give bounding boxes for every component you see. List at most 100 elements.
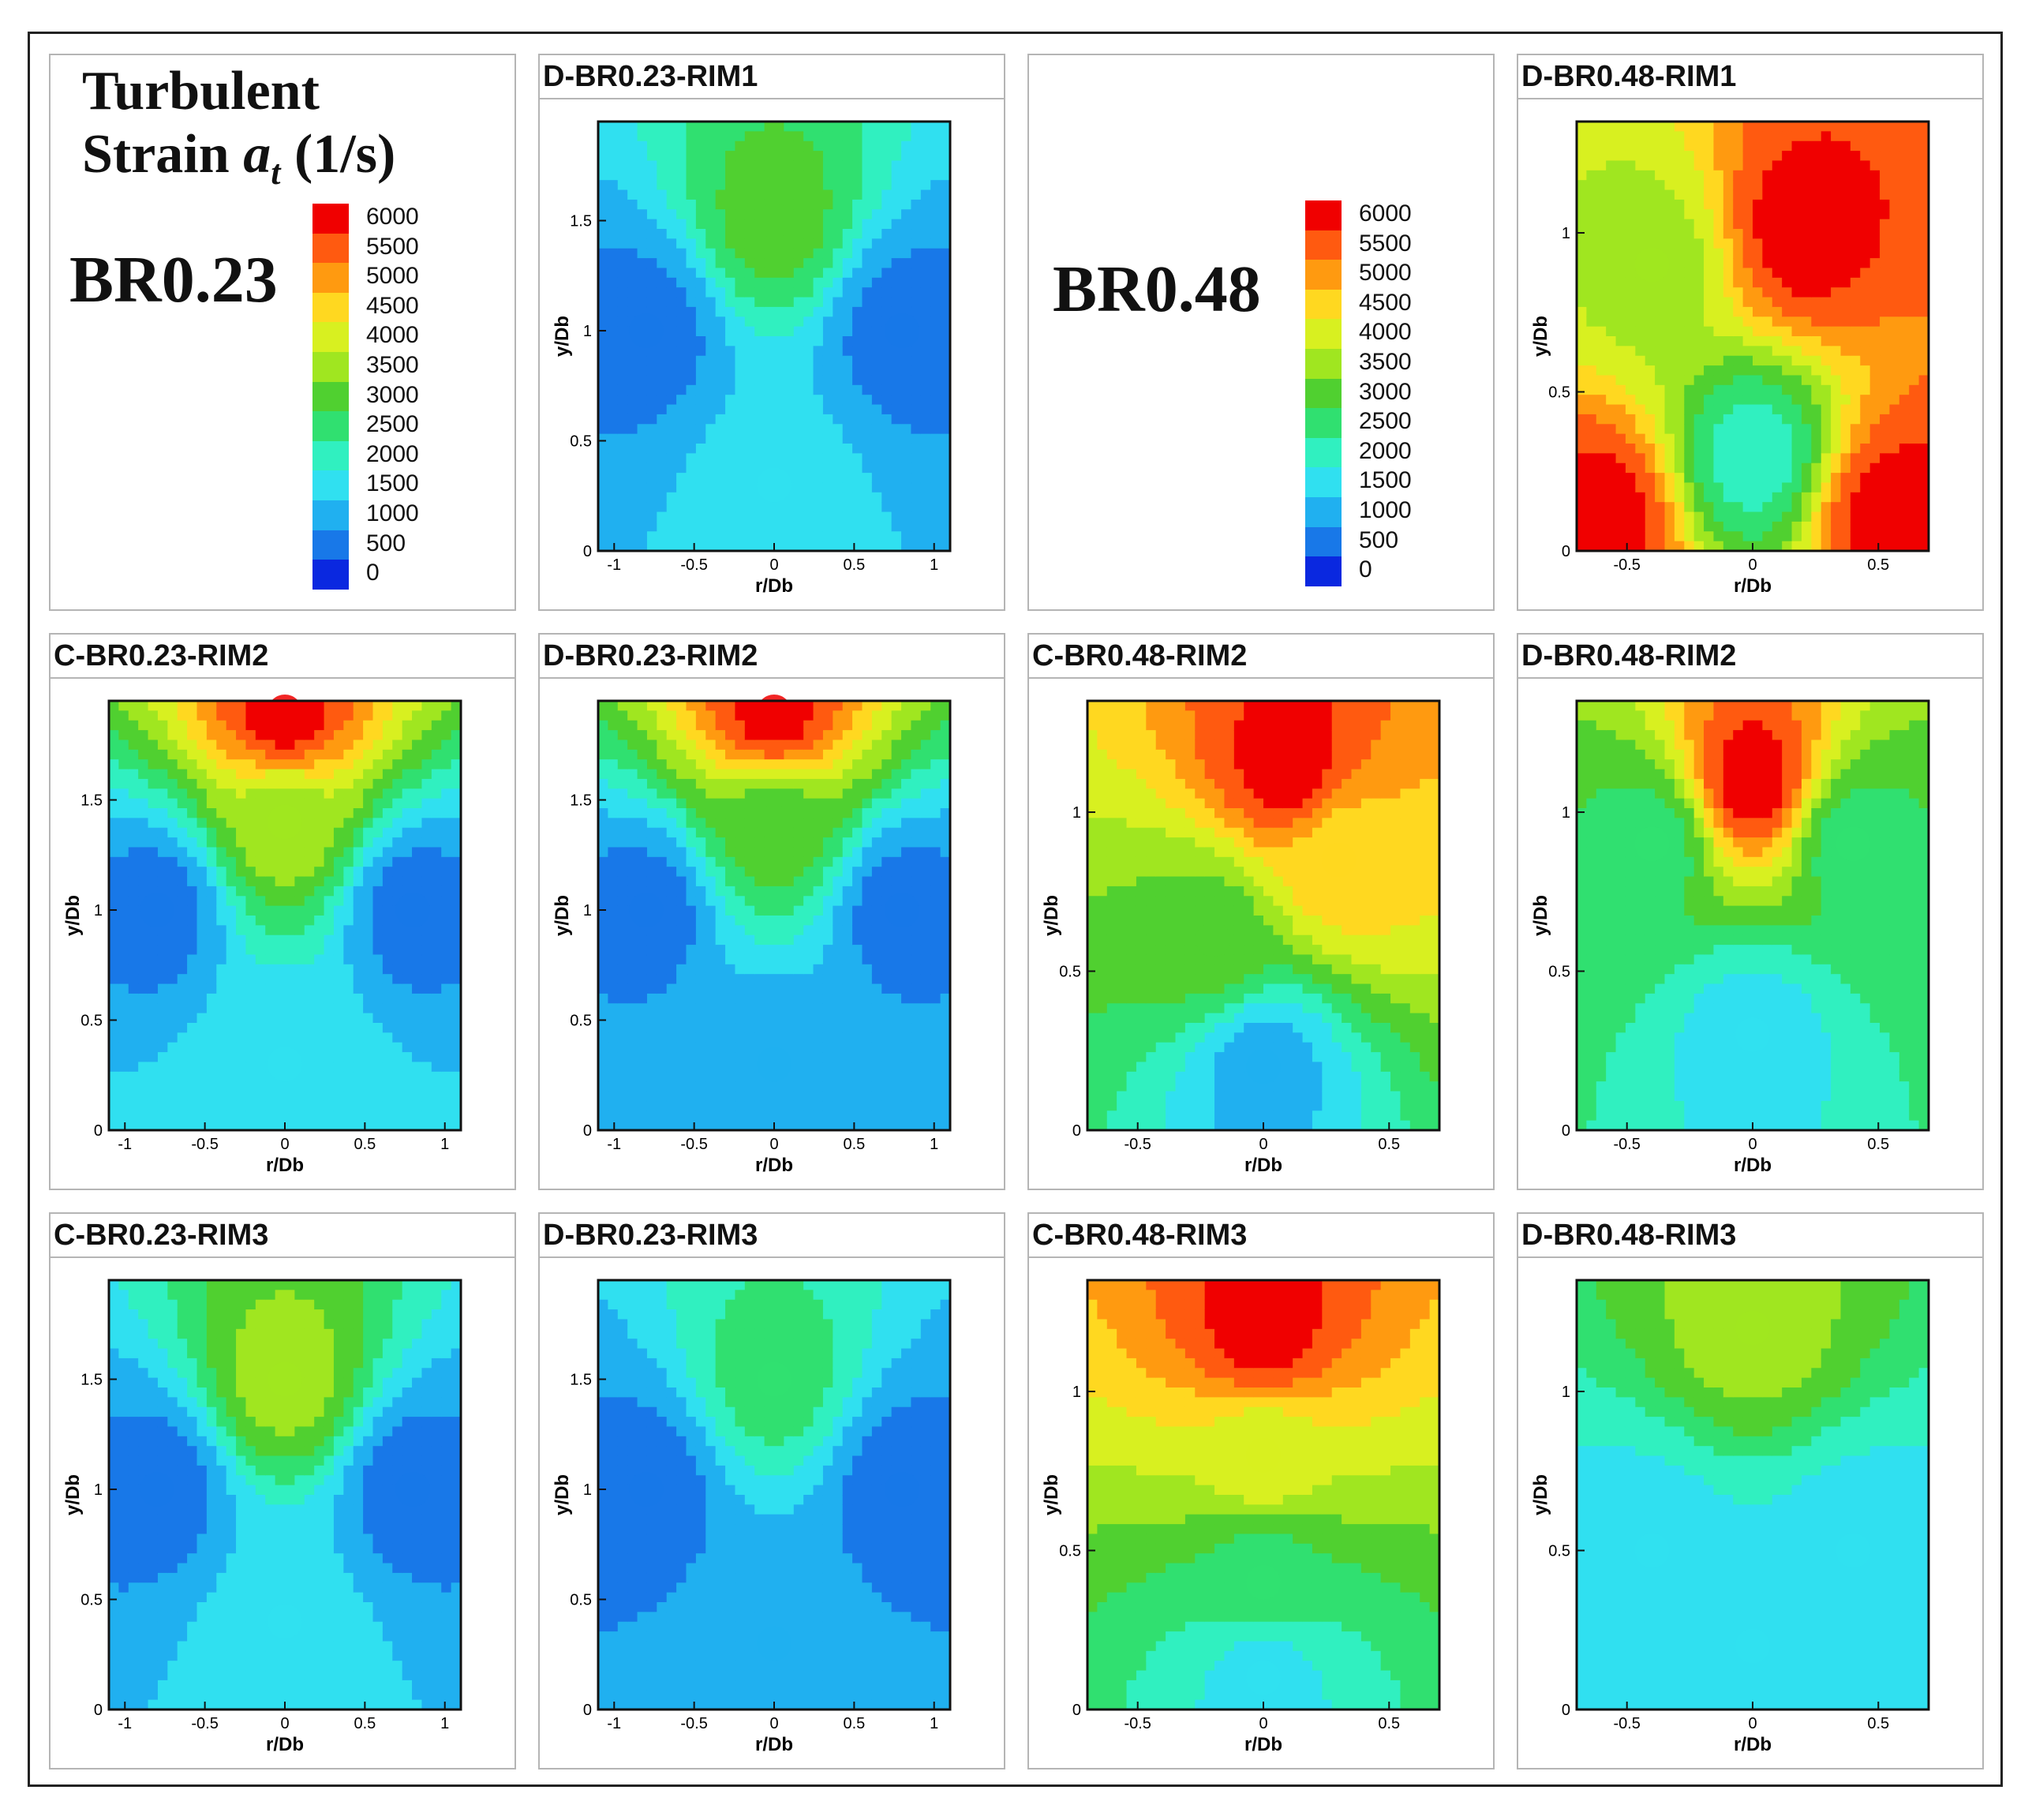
heatmap-cell <box>421 1003 432 1014</box>
heatmap-cell <box>930 336 941 346</box>
heatmap-cell <box>1742 511 1753 522</box>
heatmap-cell <box>754 316 765 328</box>
heatmap-cell <box>1889 541 1900 552</box>
heatmap-cell <box>363 837 374 848</box>
heatmap-cell <box>333 954 344 965</box>
heatmap-cell <box>1635 238 1646 249</box>
heatmap-cell <box>1596 297 1607 308</box>
heatmap-cell <box>695 453 706 464</box>
heatmap-cell <box>216 759 227 770</box>
heatmap-cell <box>833 209 844 220</box>
heatmap-cell <box>421 1100 432 1111</box>
heatmap-cell <box>167 720 178 731</box>
heatmap-cell <box>666 248 677 259</box>
heatmap-cell <box>294 983 305 994</box>
heatmap-cell <box>128 934 139 946</box>
heatmap-cell <box>833 277 844 288</box>
heatmap-cell <box>715 365 726 376</box>
heatmap-cell <box>157 867 168 878</box>
heatmap-cell <box>382 876 393 887</box>
heatmap-cell <box>236 896 247 907</box>
heatmap-cell <box>196 876 208 887</box>
heatmap-cell <box>304 1062 315 1073</box>
heatmap-cell <box>1713 238 1724 249</box>
heatmap-cell <box>441 1052 452 1063</box>
heatmap-cell <box>715 502 726 513</box>
heatmap-cell <box>930 287 941 298</box>
heatmap-cell <box>314 720 325 731</box>
heatmap-cell <box>1733 277 1744 288</box>
heatmap-cell <box>1704 414 1715 425</box>
heatmap-cell <box>1693 473 1705 484</box>
heatmap-cell <box>1723 209 1734 220</box>
heatmap-cell <box>1772 258 1783 269</box>
heatmap-cell <box>196 934 208 946</box>
heatmap-cell <box>813 511 824 522</box>
heatmap-cell <box>1918 326 1929 337</box>
heatmap-cell <box>451 1081 462 1092</box>
heatmap-cell <box>148 837 159 848</box>
heatmap-cell <box>1772 384 1783 395</box>
heatmap-cell <box>676 462 687 474</box>
heatmap-cell <box>803 521 814 532</box>
heatmap-cell <box>324 778 335 789</box>
heatmap-cell <box>167 964 178 975</box>
heatmap-cell <box>1693 326 1705 337</box>
heatmap-cell <box>324 983 335 994</box>
heatmap-cell <box>285 856 295 867</box>
heatmap-cell <box>793 140 804 152</box>
heatmap-cell <box>930 229 941 239</box>
heatmap-cell <box>822 326 833 337</box>
heatmap-cell <box>1684 306 1695 317</box>
heatmap-cell <box>608 1042 619 1053</box>
heatmap-cell <box>1645 541 1656 552</box>
heatmap-cell <box>1664 199 1675 210</box>
heatmap-cell <box>784 248 795 259</box>
heatmap-cell <box>617 297 628 308</box>
heatmap-cell <box>1811 444 1822 454</box>
heatmap-cell <box>1801 365 1812 376</box>
heatmap-cell <box>1723 482 1734 493</box>
heatmap-cell <box>784 151 795 162</box>
heatmap-cell <box>901 433 912 444</box>
heatmap-cell <box>1860 424 1871 435</box>
heatmap-cell <box>1596 316 1607 328</box>
heatmap-cell <box>627 404 638 415</box>
heatmap-cell <box>382 778 393 789</box>
heatmap-cell <box>206 778 217 789</box>
heatmap-cell <box>598 199 608 210</box>
heatmap-cell <box>255 778 266 789</box>
heatmap-cell <box>324 876 335 887</box>
heatmap-cell <box>940 316 951 328</box>
heatmap-cell <box>764 122 775 132</box>
heatmap-cell <box>1674 160 1685 171</box>
heatmap-cell <box>1840 160 1851 171</box>
heatmap-cell <box>333 837 344 848</box>
heatmap-cell <box>343 1091 354 1102</box>
heatmap-cell <box>157 1042 168 1053</box>
heatmap-cell <box>705 473 717 484</box>
heatmap-cell <box>226 934 237 946</box>
heatmap-cell <box>686 180 697 191</box>
heatmap-cell <box>1772 346 1783 357</box>
heatmap-cell <box>236 1071 247 1082</box>
heatmap-cell <box>920 238 931 249</box>
heatmap-cell <box>764 297 775 308</box>
heatmap-cell <box>881 355 893 366</box>
heatmap-cell <box>324 1032 335 1043</box>
heatmap-cell <box>118 993 129 1004</box>
heatmap-cell <box>793 521 804 532</box>
heatmap-cell <box>901 541 912 552</box>
heatmap-cell <box>881 492 893 503</box>
legend-title-subscript: t <box>271 153 281 192</box>
heatmap-cell <box>666 462 677 474</box>
heatmap-cell <box>598 384 608 395</box>
heatmap-cell <box>871 433 882 444</box>
heatmap-cell <box>695 131 706 142</box>
heatmap-cell <box>1655 355 1666 366</box>
heatmap-cell <box>852 511 863 522</box>
heatmap-cell <box>803 131 814 142</box>
heatmap-cell <box>608 482 619 493</box>
heatmap-cell <box>676 248 687 259</box>
heatmap-cell <box>744 541 755 552</box>
